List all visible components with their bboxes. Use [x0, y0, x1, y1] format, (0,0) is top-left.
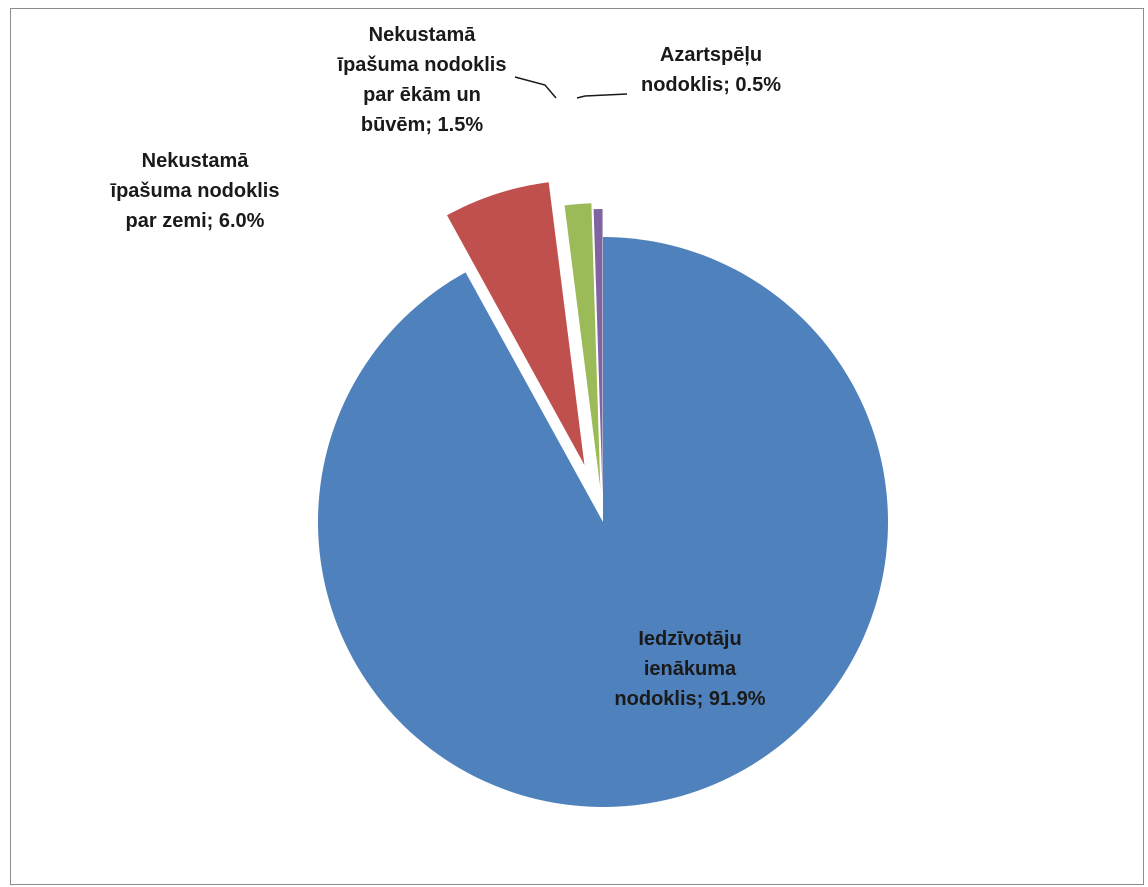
data-label-line: Nekustamā	[142, 150, 250, 172]
data-label-line: Azartspēļu	[660, 44, 762, 66]
pie-slice-ekas	[564, 203, 601, 489]
data-label-ekas: Nekustamā īpašuma nodoklis par ēkām un būvē…	[337, 24, 507, 136]
data-label-line: būvēm; 1.5%	[361, 114, 483, 136]
data-label-line: nodoklis; 0.5%	[641, 74, 781, 96]
pie-slice-zeme	[447, 182, 585, 465]
pie-slices	[317, 182, 888, 807]
data-label-line: Iedzīvotāju	[638, 628, 741, 650]
data-label-line: Nekustamā	[369, 24, 477, 46]
data-label-line: īpašuma nodoklis	[110, 180, 280, 202]
data-label-iedzivotaju: Iedzīvotāju ienākuma nodoklis; 91.9%	[614, 628, 765, 710]
data-label-line: par zemi; 6.0%	[126, 210, 265, 232]
data-label-line: īpašuma nodoklis	[337, 54, 507, 76]
data-labels: Iedzīvotāju ienākuma nodoklis; 91.9% Nekust…	[110, 24, 782, 710]
leader-line-ekas	[514, 76, 557, 99]
leader-lines	[514, 76, 628, 99]
leader-line-azartspelu	[576, 93, 628, 99]
data-label-line: ienākuma	[644, 658, 737, 680]
data-label-line: nodoklis; 91.9%	[614, 688, 765, 710]
data-label-azartspelu: Azartspēļu nodoklis; 0.5%	[641, 44, 781, 96]
data-label-zeme: Nekustamā īpašuma nodoklis par zemi; 6.0%	[110, 150, 280, 232]
data-label-line: par ēkām un	[363, 84, 481, 106]
pie-slice-azartspelu	[593, 209, 603, 495]
pie-slice-iedzivotaju	[317, 237, 888, 807]
